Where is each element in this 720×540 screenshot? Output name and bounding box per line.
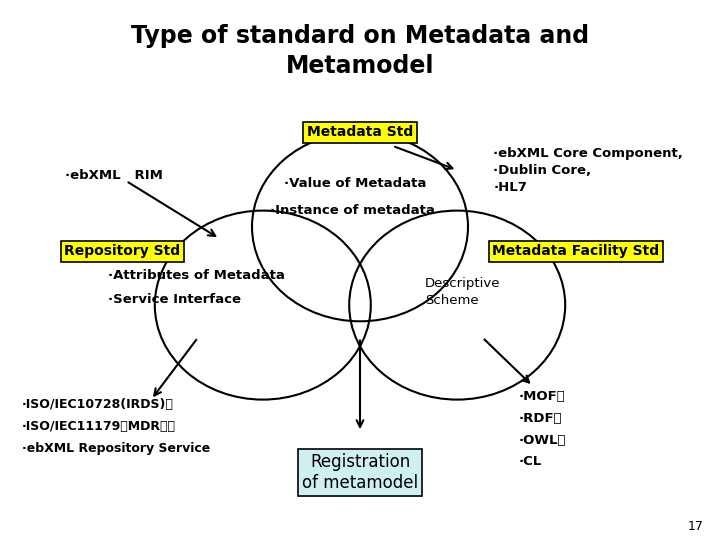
Text: ·ebXML Repository Service: ·ebXML Repository Service: [22, 442, 210, 455]
Text: ·ISO/IEC11179（MDR）、: ·ISO/IEC11179（MDR）、: [22, 420, 176, 433]
Text: ·Service Interface: ·Service Interface: [108, 293, 241, 306]
Text: ·OWL、: ·OWL、: [518, 434, 566, 447]
Text: Metadata Facility Std: Metadata Facility Std: [492, 244, 660, 258]
Text: ·ISO/IEC10728(IRDS)、: ·ISO/IEC10728(IRDS)、: [22, 399, 174, 411]
Text: Registration
of metamodel: Registration of metamodel: [302, 453, 418, 492]
Text: ·Instance of metadata: ·Instance of metadata: [270, 204, 435, 217]
Text: 17: 17: [688, 520, 703, 533]
Text: Descriptive
Scheme: Descriptive Scheme: [425, 276, 500, 307]
Text: ·Value of Metadata: ·Value of Metadata: [284, 177, 427, 190]
Text: ·MOF、: ·MOF、: [518, 390, 565, 403]
Text: Type of standard on Metadata and
Metamodel: Type of standard on Metadata and Metamod…: [131, 24, 589, 78]
Text: Metadata Std: Metadata Std: [307, 125, 413, 139]
Text: ·CL: ·CL: [518, 455, 541, 468]
Text: ·RDF、: ·RDF、: [518, 412, 562, 425]
Text: Repository Std: Repository Std: [64, 244, 181, 258]
Text: ·Attributes of Metadata: ·Attributes of Metadata: [108, 269, 285, 282]
Text: ·ebXML   RIM: ·ebXML RIM: [65, 169, 163, 182]
Text: ·ebXML Core Component,
·Dublin Core,
·HL7: ·ebXML Core Component, ·Dublin Core, ·HL…: [493, 146, 683, 194]
